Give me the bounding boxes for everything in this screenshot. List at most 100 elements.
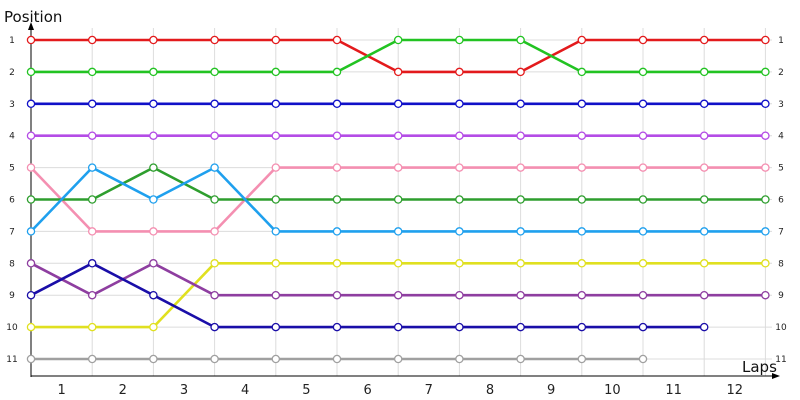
series-8-point <box>516 259 525 268</box>
series-6-point <box>393 195 403 204</box>
y-tick-label-right: 9 <box>778 291 784 301</box>
series-5-point <box>455 163 464 172</box>
y-tick-label-right: 1 <box>778 36 784 46</box>
series-6-point <box>210 195 219 204</box>
series-6-point <box>26 195 36 204</box>
series-6-point <box>516 195 525 204</box>
series-1-point <box>332 35 342 45</box>
series-7-point <box>516 227 525 236</box>
x-tick-label: 9 <box>547 383 555 398</box>
series-line-10 <box>29 261 706 329</box>
series-3-point <box>761 99 770 109</box>
series-10-point <box>516 322 525 332</box>
y-tick-label: 7 <box>9 227 15 237</box>
series-1-point <box>393 67 403 77</box>
series-9-point <box>149 259 158 268</box>
series-8-point <box>699 259 709 268</box>
series-9-point <box>26 259 36 268</box>
series-6-point <box>149 163 158 172</box>
series-2-point <box>577 67 587 77</box>
x-tick-label: 12 <box>727 383 744 398</box>
series-11-point <box>393 354 403 364</box>
series-2-point <box>26 67 36 77</box>
series-11-point <box>271 354 281 364</box>
series-8-point <box>393 259 403 268</box>
series-11-point <box>516 354 525 364</box>
series-1-point <box>577 35 587 45</box>
series-3-point <box>271 99 281 109</box>
series-9-point <box>577 290 587 300</box>
series-7-point <box>149 195 158 204</box>
series-3-point <box>577 99 587 109</box>
series-9-point <box>699 290 709 300</box>
series-6-point <box>271 195 281 204</box>
series-2-point <box>271 67 281 77</box>
series-10-point <box>210 322 219 332</box>
series-4-point <box>393 131 403 140</box>
series-2-point <box>455 35 464 45</box>
x-axis-title: Laps <box>742 358 777 376</box>
series-11-point <box>577 354 587 364</box>
series-1-point <box>761 35 770 45</box>
series-8-point <box>455 259 464 268</box>
x-tick-label: 3 <box>180 383 188 398</box>
y-tick-label-right: 7 <box>778 227 784 237</box>
y-tick-label-right: 5 <box>778 164 784 174</box>
series-6-point <box>87 195 97 204</box>
y-tick-label: 2 <box>9 68 15 78</box>
series-7-point <box>455 227 464 236</box>
series-3-point <box>87 99 97 109</box>
x-tick-label: 5 <box>302 383 310 398</box>
x-tick-label: 7 <box>425 383 433 398</box>
series-10-point <box>149 290 158 300</box>
series-5-point <box>149 227 158 236</box>
series-5-point <box>393 163 403 172</box>
series-4-point <box>332 131 342 140</box>
y-tick-label: 9 <box>9 291 15 301</box>
series-3-point <box>455 99 464 109</box>
series-7-point <box>638 227 648 236</box>
series-9-point <box>332 290 342 300</box>
series-4-point <box>87 131 97 140</box>
series-11-point <box>87 354 97 364</box>
series-5-point <box>87 227 97 236</box>
series-3-point <box>393 99 403 109</box>
series-3-point <box>638 99 648 109</box>
series-6-point <box>699 195 709 204</box>
series-2-point <box>332 67 342 77</box>
series-2-point <box>638 67 648 77</box>
series-8-point <box>332 259 342 268</box>
series-8-point <box>149 322 158 332</box>
y-axis-title: Position <box>4 8 62 26</box>
series-3-point <box>516 99 525 109</box>
series-5-point <box>761 163 770 172</box>
series-markers <box>26 35 770 364</box>
series-5-point <box>271 163 281 172</box>
series-6-point <box>455 195 464 204</box>
series-5-point <box>516 163 525 172</box>
y-tick-label-right: 11 <box>775 355 786 365</box>
series-1-point <box>271 35 281 45</box>
y-tick-label: 3 <box>9 100 15 110</box>
series-11-point <box>26 354 36 364</box>
series-4-point <box>149 131 158 140</box>
series-5-point <box>699 163 709 172</box>
series-1-point <box>87 35 97 45</box>
series-3-point <box>699 99 709 109</box>
series-6-point <box>638 195 648 204</box>
x-tick-label: 2 <box>119 383 127 398</box>
series-8-point <box>577 259 587 268</box>
series-4-point <box>699 131 709 140</box>
series-6-point <box>332 195 342 204</box>
y-tick-label-right: 8 <box>778 259 784 269</box>
series-1-point <box>149 35 158 45</box>
series-2-point <box>393 35 403 45</box>
series-8-point <box>638 259 648 268</box>
series-4-point <box>210 131 219 140</box>
y-tick-label: 5 <box>9 164 15 174</box>
series-6-point <box>577 195 587 204</box>
x-tick-label: 6 <box>363 383 371 398</box>
series-10-point <box>699 322 709 332</box>
